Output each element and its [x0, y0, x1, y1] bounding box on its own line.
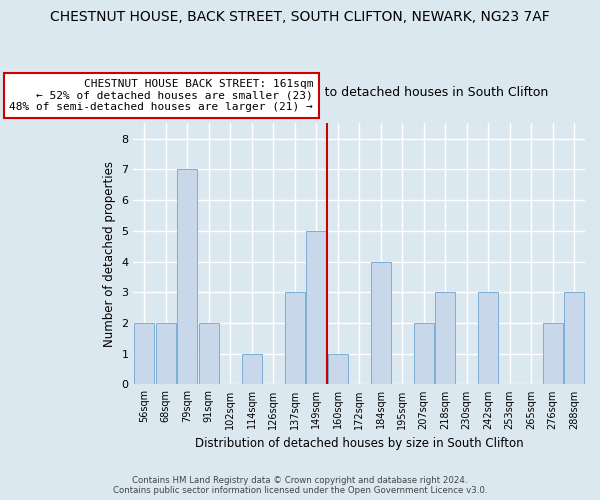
Bar [306, 231, 326, 384]
Bar [543, 323, 563, 384]
Text: Contains HM Land Registry data © Crown copyright and database right 2024.
Contai: Contains HM Land Registry data © Crown c… [113, 476, 487, 495]
Text: CHESTNUT HOUSE, BACK STREET, SOUTH CLIFTON, NEWARK, NG23 7AF: CHESTNUT HOUSE, BACK STREET, SOUTH CLIFT… [50, 10, 550, 24]
Bar [285, 292, 305, 384]
Y-axis label: Number of detached properties: Number of detached properties [103, 161, 116, 347]
Bar [134, 323, 154, 384]
Bar [199, 323, 218, 384]
Text: CHESTNUT HOUSE BACK STREET: 161sqm
← 52% of detached houses are smaller (23)
48%: CHESTNUT HOUSE BACK STREET: 161sqm ← 52%… [9, 79, 313, 112]
Bar [371, 262, 391, 384]
Bar [565, 292, 584, 384]
X-axis label: Distribution of detached houses by size in South Clifton: Distribution of detached houses by size … [195, 437, 523, 450]
Bar [156, 323, 176, 384]
Bar [478, 292, 498, 384]
Bar [436, 292, 455, 384]
Bar [242, 354, 262, 384]
Bar [414, 323, 434, 384]
Bar [328, 354, 347, 384]
Title: Size of property relative to detached houses in South Clifton: Size of property relative to detached ho… [170, 86, 548, 98]
Bar [177, 170, 197, 384]
